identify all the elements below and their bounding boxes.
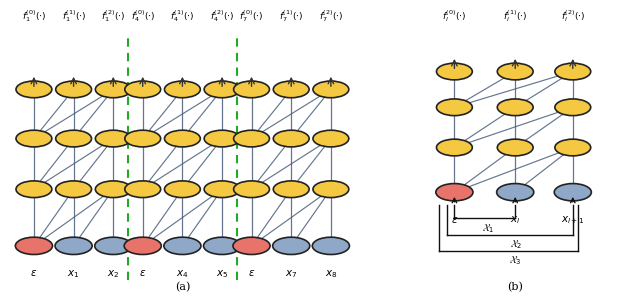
Circle shape <box>204 181 240 198</box>
Text: $x_7$: $x_7$ <box>285 268 298 280</box>
Circle shape <box>436 139 472 156</box>
Circle shape <box>16 130 52 147</box>
Text: $x_5$: $x_5$ <box>216 268 228 280</box>
Text: $x_4$: $x_4$ <box>176 268 189 280</box>
Text: $f_{7}^{(2)}(\cdot)$: $f_{7}^{(2)}(\cdot)$ <box>319 8 343 24</box>
Circle shape <box>312 237 349 254</box>
Circle shape <box>125 81 161 98</box>
Text: $\epsilon$: $\epsilon$ <box>30 268 38 278</box>
Circle shape <box>273 81 309 98</box>
Circle shape <box>555 139 591 156</box>
Text: $\epsilon$: $\epsilon$ <box>451 215 458 225</box>
Circle shape <box>233 237 270 254</box>
Text: $\mathcal{X}_2$: $\mathcal{X}_2$ <box>510 238 522 251</box>
Circle shape <box>56 81 92 98</box>
Text: $f_{4}^{(0)}(\cdot)$: $f_{4}^{(0)}(\cdot)$ <box>131 8 155 24</box>
Text: $x_8$: $x_8$ <box>324 268 337 280</box>
Text: $x_{l+1}$: $x_{l+1}$ <box>561 215 584 226</box>
Circle shape <box>234 81 269 98</box>
Circle shape <box>555 99 591 116</box>
Circle shape <box>124 237 161 254</box>
Text: $\mathcal{X}_3$: $\mathcal{X}_3$ <box>509 254 521 267</box>
Text: $x_1$: $x_1$ <box>67 268 80 280</box>
Circle shape <box>204 130 240 147</box>
Circle shape <box>56 130 92 147</box>
Circle shape <box>125 130 161 147</box>
Circle shape <box>497 63 533 80</box>
Circle shape <box>313 181 349 198</box>
Circle shape <box>313 81 349 98</box>
Text: (a): (a) <box>175 282 190 292</box>
Text: $f_{l}^{(2)}(\cdot)$: $f_{l}^{(2)}(\cdot)$ <box>561 8 585 24</box>
Circle shape <box>95 130 131 147</box>
Text: $x_l$: $x_l$ <box>510 215 520 226</box>
Circle shape <box>164 237 201 254</box>
Circle shape <box>164 81 200 98</box>
Text: $f_{7}^{(0)}(\cdot)$: $f_{7}^{(0)}(\cdot)$ <box>239 8 264 24</box>
Circle shape <box>497 99 533 116</box>
Circle shape <box>164 181 200 198</box>
Circle shape <box>436 99 472 116</box>
Circle shape <box>55 237 92 254</box>
Circle shape <box>273 181 309 198</box>
Circle shape <box>554 184 591 201</box>
Circle shape <box>164 130 200 147</box>
Text: $f_{4}^{(1)}(\cdot)$: $f_{4}^{(1)}(\cdot)$ <box>170 8 195 24</box>
Circle shape <box>16 181 52 198</box>
Circle shape <box>436 63 472 80</box>
Circle shape <box>234 130 269 147</box>
Text: $f_{1}^{(1)}(\cdot)$: $f_{1}^{(1)}(\cdot)$ <box>61 8 86 24</box>
Circle shape <box>56 181 92 198</box>
Circle shape <box>497 139 533 156</box>
Text: $f_{4}^{(2)}(\cdot)$: $f_{4}^{(2)}(\cdot)$ <box>210 8 234 24</box>
Circle shape <box>16 81 52 98</box>
Text: $f_{7}^{(1)}(\cdot)$: $f_{7}^{(1)}(\cdot)$ <box>279 8 303 24</box>
Circle shape <box>95 181 131 198</box>
Circle shape <box>95 237 132 254</box>
Circle shape <box>204 81 240 98</box>
Circle shape <box>313 130 349 147</box>
Text: $\epsilon$: $\epsilon$ <box>248 268 255 278</box>
Circle shape <box>125 181 161 198</box>
Circle shape <box>15 237 52 254</box>
Circle shape <box>95 81 131 98</box>
Circle shape <box>273 237 310 254</box>
Circle shape <box>273 130 309 147</box>
Text: $f_{1}^{(0)}(\cdot)$: $f_{1}^{(0)}(\cdot)$ <box>22 8 46 24</box>
Text: $f_{l}^{(0)}(\cdot)$: $f_{l}^{(0)}(\cdot)$ <box>442 8 467 24</box>
Circle shape <box>497 184 534 201</box>
Text: $f_{l}^{(1)}(\cdot)$: $f_{l}^{(1)}(\cdot)$ <box>503 8 527 24</box>
Circle shape <box>436 184 473 201</box>
Text: $\epsilon$: $\epsilon$ <box>139 268 147 278</box>
Text: $\mathcal{X}_1$: $\mathcal{X}_1$ <box>482 222 494 235</box>
Text: $f_{1}^{(2)}(\cdot)$: $f_{1}^{(2)}(\cdot)$ <box>101 8 125 24</box>
Text: (b): (b) <box>508 282 523 292</box>
Circle shape <box>204 237 241 254</box>
Text: $x_2$: $x_2$ <box>107 268 120 280</box>
Circle shape <box>555 63 591 80</box>
Circle shape <box>234 181 269 198</box>
